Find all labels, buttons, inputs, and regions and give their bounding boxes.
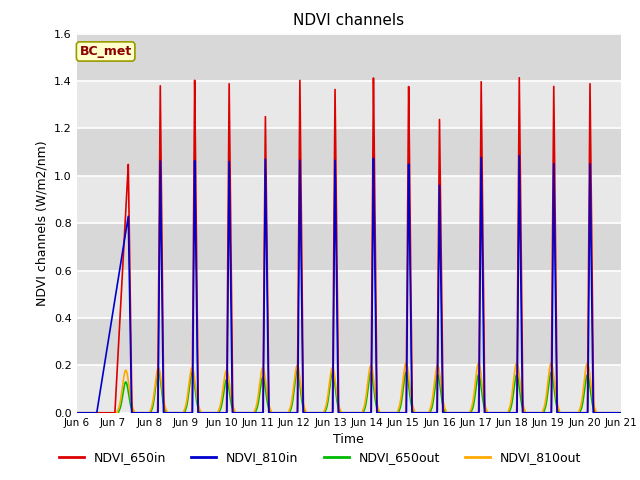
- NDVI_810out: [617, 410, 625, 416]
- Bar: [77, 318, 621, 365]
- Bar: [77, 176, 621, 223]
- NDVI_650in: [520, 410, 528, 416]
- NDVI_810out: [172, 410, 179, 416]
- Bar: [77, 223, 621, 271]
- NDVI_810out: [403, 360, 410, 366]
- NDVI_810in: [617, 410, 625, 416]
- NDVI_650in: [172, 410, 179, 416]
- NDVI_810in: [427, 410, 435, 416]
- NDVI_650in: [427, 410, 435, 416]
- NDVI_650out: [281, 410, 289, 416]
- NDVI_650in: [399, 410, 407, 416]
- NDVI_810in: [399, 410, 407, 416]
- NDVI_650in: [617, 410, 625, 416]
- Y-axis label: NDVI channels (W/m2/nm): NDVI channels (W/m2/nm): [36, 140, 49, 306]
- NDVI_650out: [427, 408, 435, 414]
- X-axis label: Time: Time: [333, 433, 364, 446]
- NDVI_650out: [73, 410, 81, 416]
- NDVI_810out: [427, 405, 435, 410]
- Title: NDVI channels: NDVI channels: [293, 13, 404, 28]
- NDVI_650out: [399, 386, 407, 392]
- Bar: [77, 271, 621, 318]
- NDVI_650out: [617, 410, 625, 416]
- Line: NDVI_810in: NDVI_810in: [77, 156, 621, 413]
- NDVI_650in: [73, 410, 81, 416]
- NDVI_650out: [172, 410, 180, 416]
- Text: BC_met: BC_met: [79, 45, 132, 58]
- Legend: NDVI_650in, NDVI_810in, NDVI_650out, NDVI_810out: NDVI_650in, NDVI_810in, NDVI_650out, NDV…: [54, 446, 586, 469]
- NDVI_810out: [479, 387, 486, 393]
- NDVI_810out: [73, 410, 81, 416]
- Line: NDVI_810out: NDVI_810out: [77, 363, 621, 413]
- NDVI_650in: [515, 75, 523, 81]
- NDVI_810in: [281, 410, 289, 416]
- Line: NDVI_650out: NDVI_650out: [77, 370, 621, 413]
- Line: NDVI_650in: NDVI_650in: [77, 78, 621, 413]
- Bar: [77, 81, 621, 128]
- NDVI_810in: [73, 410, 81, 416]
- NDVI_650out: [155, 367, 163, 373]
- NDVI_810out: [281, 410, 289, 416]
- Bar: [77, 128, 621, 176]
- NDVI_650out: [520, 410, 528, 416]
- NDVI_810in: [520, 410, 528, 416]
- NDVI_810in: [172, 410, 179, 416]
- Bar: [77, 365, 621, 413]
- NDVI_810in: [479, 274, 486, 280]
- Bar: [77, 34, 621, 81]
- NDVI_810in: [515, 153, 523, 158]
- NDVI_650in: [281, 410, 289, 416]
- NDVI_810out: [520, 406, 528, 411]
- NDVI_650in: [479, 218, 486, 224]
- NDVI_810out: [399, 377, 407, 383]
- NDVI_650out: [479, 396, 486, 402]
